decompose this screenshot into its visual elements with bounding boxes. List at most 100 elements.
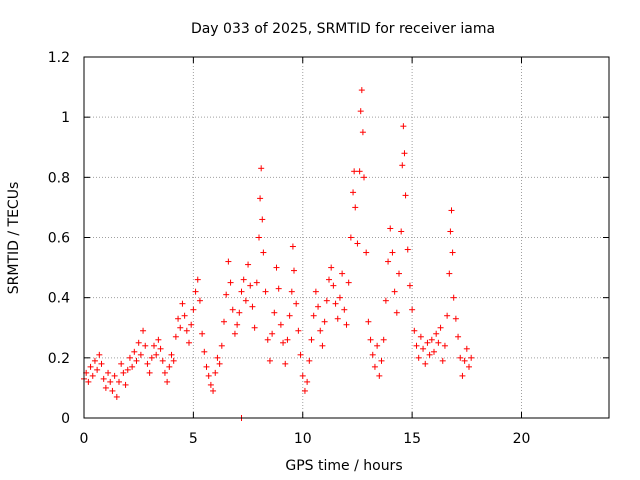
x-axis-label: GPS time / hours bbox=[285, 458, 402, 474]
data-point bbox=[413, 342, 420, 349]
data-point bbox=[376, 372, 383, 379]
data-point bbox=[181, 312, 188, 319]
data-point bbox=[236, 309, 243, 316]
axis-ticks: 0 0.2 0.4 0.6 0.8 1 1.2 0 5 10 15 20 bbox=[48, 50, 609, 447]
data-point bbox=[399, 162, 406, 169]
data-point bbox=[271, 309, 278, 316]
data-point bbox=[266, 357, 273, 364]
data-point bbox=[207, 381, 214, 388]
data-point bbox=[341, 306, 348, 313]
data-point bbox=[148, 354, 155, 361]
data-point bbox=[277, 321, 284, 328]
data-point bbox=[435, 339, 442, 346]
data-point bbox=[306, 357, 313, 364]
data-point bbox=[468, 354, 475, 361]
data-point bbox=[365, 318, 372, 325]
data-point bbox=[449, 249, 456, 256]
x-tick-label: 20 bbox=[513, 431, 531, 447]
data-point bbox=[87, 363, 94, 370]
data-point bbox=[343, 321, 350, 328]
data-point bbox=[172, 333, 179, 340]
data-point bbox=[94, 366, 101, 373]
data-point bbox=[380, 336, 387, 343]
data-point bbox=[155, 336, 162, 343]
data-point bbox=[299, 372, 306, 379]
data-point bbox=[100, 375, 107, 382]
data-point bbox=[297, 351, 304, 358]
data-point bbox=[186, 339, 192, 346]
data-point bbox=[264, 336, 271, 343]
y-tick-label: 0.6 bbox=[48, 231, 70, 247]
data-point bbox=[288, 288, 295, 295]
data-point bbox=[109, 387, 116, 394]
data-point bbox=[221, 318, 227, 325]
data-point bbox=[229, 306, 236, 313]
data-point bbox=[409, 306, 416, 313]
x-tick-label: 10 bbox=[294, 431, 312, 447]
data-point bbox=[330, 282, 337, 289]
data-point bbox=[89, 372, 96, 379]
data-point bbox=[352, 204, 359, 211]
data-point bbox=[363, 249, 370, 256]
x-tick-label: 0 bbox=[80, 431, 89, 447]
data-points bbox=[81, 87, 475, 421]
data-point bbox=[249, 303, 256, 310]
data-point bbox=[120, 369, 127, 376]
data-point bbox=[359, 129, 366, 136]
data-point bbox=[234, 321, 241, 328]
data-point bbox=[124, 366, 131, 373]
data-point bbox=[439, 357, 446, 364]
data-point bbox=[85, 378, 92, 385]
data-point bbox=[400, 123, 407, 130]
data-point bbox=[122, 381, 129, 388]
data-point bbox=[310, 312, 317, 319]
data-point bbox=[393, 309, 400, 316]
data-point bbox=[140, 327, 147, 334]
data-point bbox=[273, 264, 280, 271]
data-point bbox=[450, 294, 457, 301]
grid bbox=[84, 57, 609, 418]
data-point bbox=[385, 258, 392, 265]
data-point bbox=[457, 354, 464, 361]
data-point bbox=[144, 360, 151, 367]
data-point bbox=[358, 87, 365, 94]
data-point bbox=[113, 393, 120, 400]
data-point bbox=[466, 363, 472, 370]
data-point bbox=[431, 348, 437, 355]
data-point bbox=[258, 165, 265, 172]
data-point bbox=[291, 267, 297, 274]
data-point bbox=[102, 384, 109, 391]
data-point bbox=[347, 234, 354, 241]
data-point bbox=[396, 270, 402, 277]
data-point bbox=[448, 207, 455, 214]
data-point bbox=[192, 288, 199, 295]
data-point bbox=[402, 192, 409, 199]
data-point bbox=[452, 315, 459, 322]
data-point bbox=[332, 300, 339, 307]
data-point bbox=[319, 342, 326, 349]
data-point bbox=[142, 342, 149, 349]
y-tick-label: 0 bbox=[61, 411, 70, 427]
data-point bbox=[369, 351, 376, 358]
data-point bbox=[275, 285, 282, 292]
data-point bbox=[422, 360, 429, 367]
data-point bbox=[199, 330, 206, 337]
data-point bbox=[345, 279, 352, 286]
data-point bbox=[170, 357, 177, 364]
data-point bbox=[461, 357, 468, 364]
data-point bbox=[245, 261, 252, 268]
data-point bbox=[251, 324, 258, 331]
data-point bbox=[137, 351, 144, 358]
data-point bbox=[420, 345, 427, 352]
data-point bbox=[437, 324, 444, 331]
data-point bbox=[164, 378, 171, 385]
data-point bbox=[129, 363, 136, 370]
data-point bbox=[444, 312, 451, 319]
y-tick-label: 0.4 bbox=[48, 291, 70, 307]
data-point bbox=[391, 288, 398, 295]
data-point bbox=[293, 300, 300, 307]
data-point bbox=[315, 303, 322, 310]
data-point bbox=[238, 288, 245, 295]
data-point bbox=[98, 360, 105, 367]
data-point bbox=[295, 327, 302, 334]
